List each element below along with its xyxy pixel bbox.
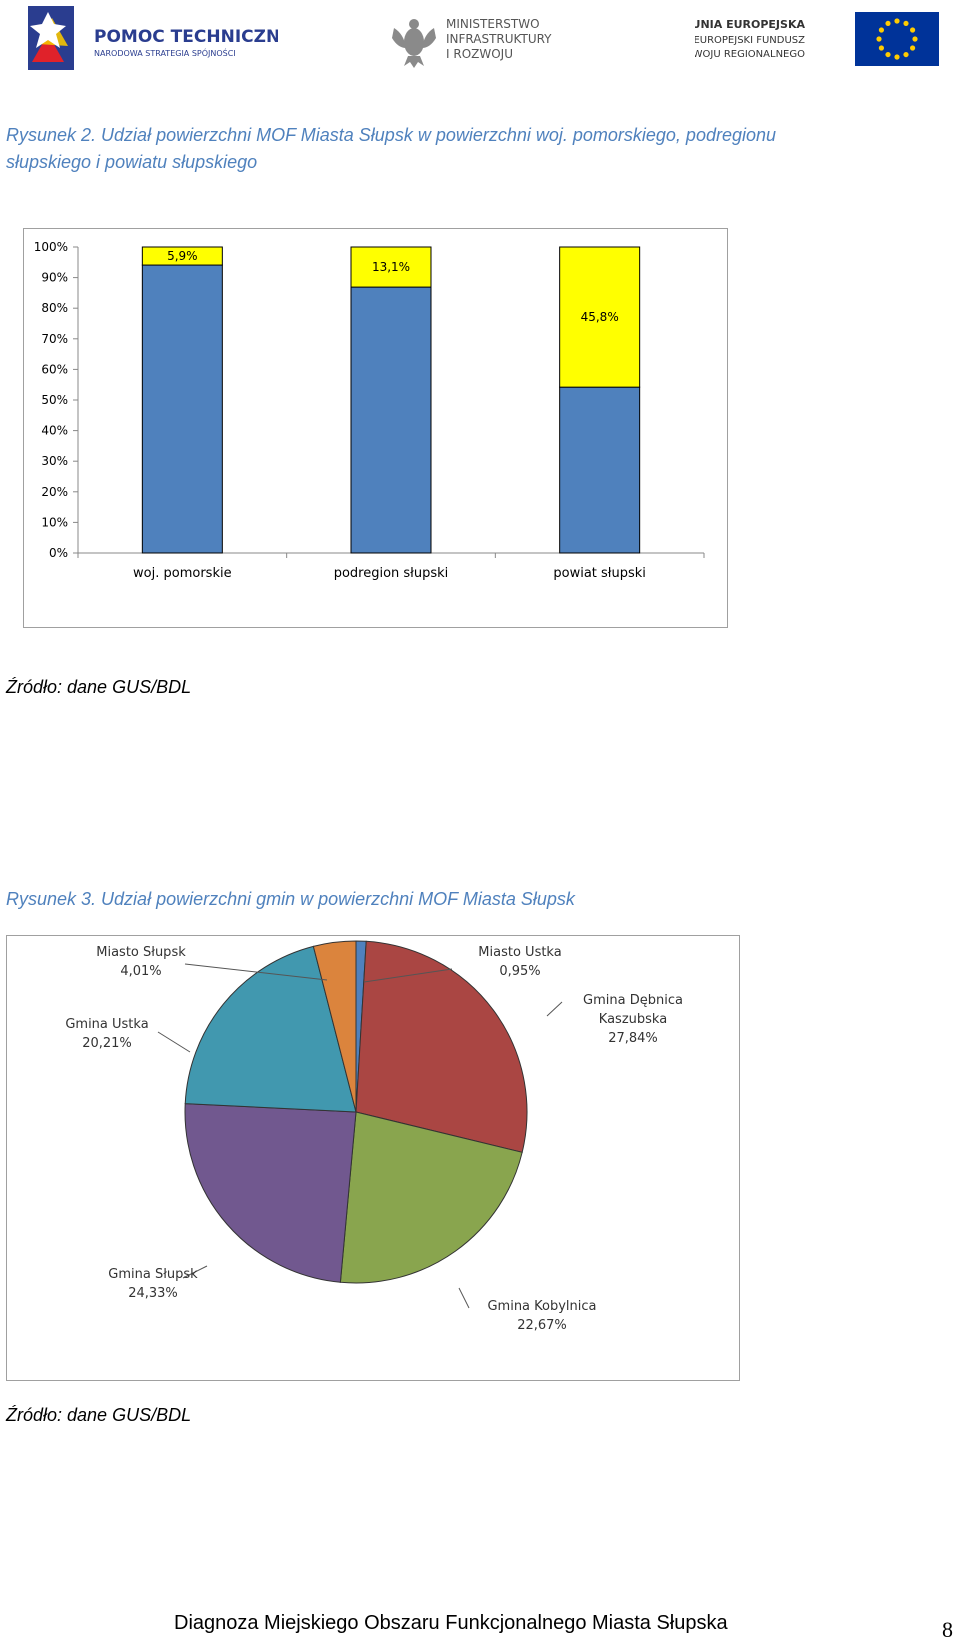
pie-slice-value: 20,21% [82, 1036, 132, 1051]
pie-slice [312, 940, 357, 1113]
eu-flag-icon: UNIA EUROPEJSKA EUROPEJSKI FUNDUSZ ROZWO… [671, 12, 939, 66]
pie-slice-name: Gmina Kobylnica [487, 1299, 596, 1314]
pomoc-techniczna-emblem-icon: POMOC TECHNICZNA NARODOWA STRATEGIA SPÓJ… [28, 6, 294, 70]
y-tick-label: 60% [41, 362, 68, 376]
pie-leader-line [546, 1001, 563, 1017]
eagle-emblem-icon: MINISTERSTWO INFRASTRUKTURY I ROZWOJU [392, 17, 552, 68]
bar-segment-yellow [350, 246, 432, 288]
pie-slice [355, 940, 528, 1153]
pie-chart-frame: Miasto Ustka 0,95% Gmina Dębnica Kaszubska 2… [6, 935, 740, 1381]
pie-slice-value: 22,67% [517, 1318, 567, 1333]
eu-star-icon [894, 54, 900, 60]
pie-leader-line [157, 1031, 191, 1053]
pie-slice-name: Miasto Słupsk [96, 945, 186, 960]
y-tick-label: 20% [41, 485, 68, 499]
pie-slice [184, 1103, 357, 1283]
footer-title: Diagnoza Miejskiego Obszaru Funkcjonalne… [174, 1612, 728, 1634]
logo-pomoc-techniczna: POMOC TECHNICZNA NARODOWA STRATEGIA SPÓJ… [18, 4, 294, 76]
bar-segment-blue [559, 386, 641, 554]
pie-slice-name: Miasto Ustka [478, 945, 561, 960]
bar-segment-yellow [559, 246, 641, 388]
logo-ue-line2: EUROPEJSKI FUNDUSZ [695, 35, 805, 46]
y-tick-label: 100% [34, 240, 68, 254]
logo-ministerstwo-line3: I ROZWOJU [446, 47, 513, 61]
eu-star-icon [912, 36, 918, 42]
pie-leader-line [182, 1265, 208, 1279]
pie-slice-name: Gmina Dębnica [583, 993, 683, 1008]
eu-star-icon [903, 51, 909, 58]
figure2-caption-line1: Rysunek 2. Udział powierzchni MOF Miasta… [6, 125, 777, 145]
bar-data-label: 5,9% [167, 249, 198, 263]
eu-star-icon [903, 20, 909, 27]
eu-star-icon [876, 36, 882, 42]
page-number: 8 [942, 1617, 953, 1642]
logo-ministerstwo-line2: INFRASTRUKTURY [446, 32, 552, 46]
pie-slice-value: 27,84% [608, 1031, 658, 1046]
bar-chart: 0% 10% 20% 30% 40% 50% 60% 70% 80% 90% 100% 5,9% woj… [34, 240, 705, 581]
pie-slice-value: 4,01% [120, 964, 161, 979]
pie-slice-name: Gmina Słupsk [108, 1267, 198, 1282]
eu-star-icon [894, 18, 900, 24]
eu-star-icon [878, 27, 885, 33]
pie-leader-line [363, 968, 453, 983]
y-tick-label: 50% [41, 393, 68, 407]
pie-chart: Miasto Ustka 0,95% Gmina Dębnica Kaszubska 2… [65, 940, 683, 1333]
bar-data-label: 13,1% [372, 260, 410, 274]
bar-chart-frame: 0% 10% 20% 30% 40% 50% 60% 70% 80% 90% 100% 5,9% woj… [23, 228, 728, 628]
figure2-source: Źródło: dane GUS/BDL [6, 677, 192, 697]
bar-segment-blue [350, 286, 432, 554]
x-category-label: podregion słupski [334, 566, 449, 581]
eu-star-icon [878, 45, 885, 51]
eu-star-icon [909, 45, 916, 51]
figure3-caption: Rysunek 3. Udział powierzchni gmin w pow… [6, 889, 575, 909]
figure3-source: Źródło: dane GUS/BDL [6, 1405, 192, 1425]
pie-slice-name: Gmina Ustka [65, 1017, 148, 1032]
pie-slice [339, 1111, 523, 1284]
x-category-label: powiat słupski [553, 566, 646, 581]
bar-data-label: 45,8% [581, 310, 619, 324]
eu-star-icon [885, 20, 891, 27]
y-tick-label: 0% [49, 546, 68, 560]
logo-ue-line3: ROZWOJU REGIONALNEGO [695, 49, 805, 60]
y-tick-label: 30% [41, 454, 68, 468]
pie-slice-name: Kaszubska [599, 1012, 667, 1027]
pie-leader-line [458, 1287, 470, 1309]
logo-ue-line1: UNIA EUROPEJSKA [695, 18, 805, 31]
logo-pomoc-title: POMOC TECHNICZNA [94, 27, 278, 47]
y-tick-label: 80% [41, 301, 68, 315]
figure2-caption: Rysunek 2. Udział powierzchni MOF Miasta… [6, 122, 956, 176]
pie-leader-line [184, 963, 328, 981]
figure2-caption-line2: słupskiego i powiatu słupskiego [6, 152, 258, 172]
bar-segment-blue [141, 264, 223, 554]
pie-slice-value: 0,95% [499, 964, 540, 979]
y-tick-label: 40% [41, 424, 68, 438]
logo-pomoc-subtitle: NARODOWA STRATEGIA SPÓJNOŚCI [94, 47, 236, 58]
logo-unia-europejska: UNIA EUROPEJSKA EUROPEJSKI FUNDUSZ ROZWO… [671, 8, 943, 68]
pie-slice [184, 945, 357, 1113]
eu-star-icon [885, 51, 891, 58]
y-tick-label: 70% [41, 332, 68, 346]
y-tick-label: 10% [41, 515, 68, 529]
eu-star-icon [909, 27, 916, 33]
logo-ministerstwo: MINISTERSTWO INFRASTRUKTURY I ROZWOJU [390, 8, 590, 72]
y-tick-label: 90% [41, 271, 68, 285]
logo-ministerstwo-line1: MINISTERSTWO [446, 17, 540, 31]
pie-slice-value: 24,33% [128, 1286, 178, 1301]
bar-segment-yellow [141, 246, 223, 266]
x-category-label: woj. pomorskie [133, 566, 232, 581]
